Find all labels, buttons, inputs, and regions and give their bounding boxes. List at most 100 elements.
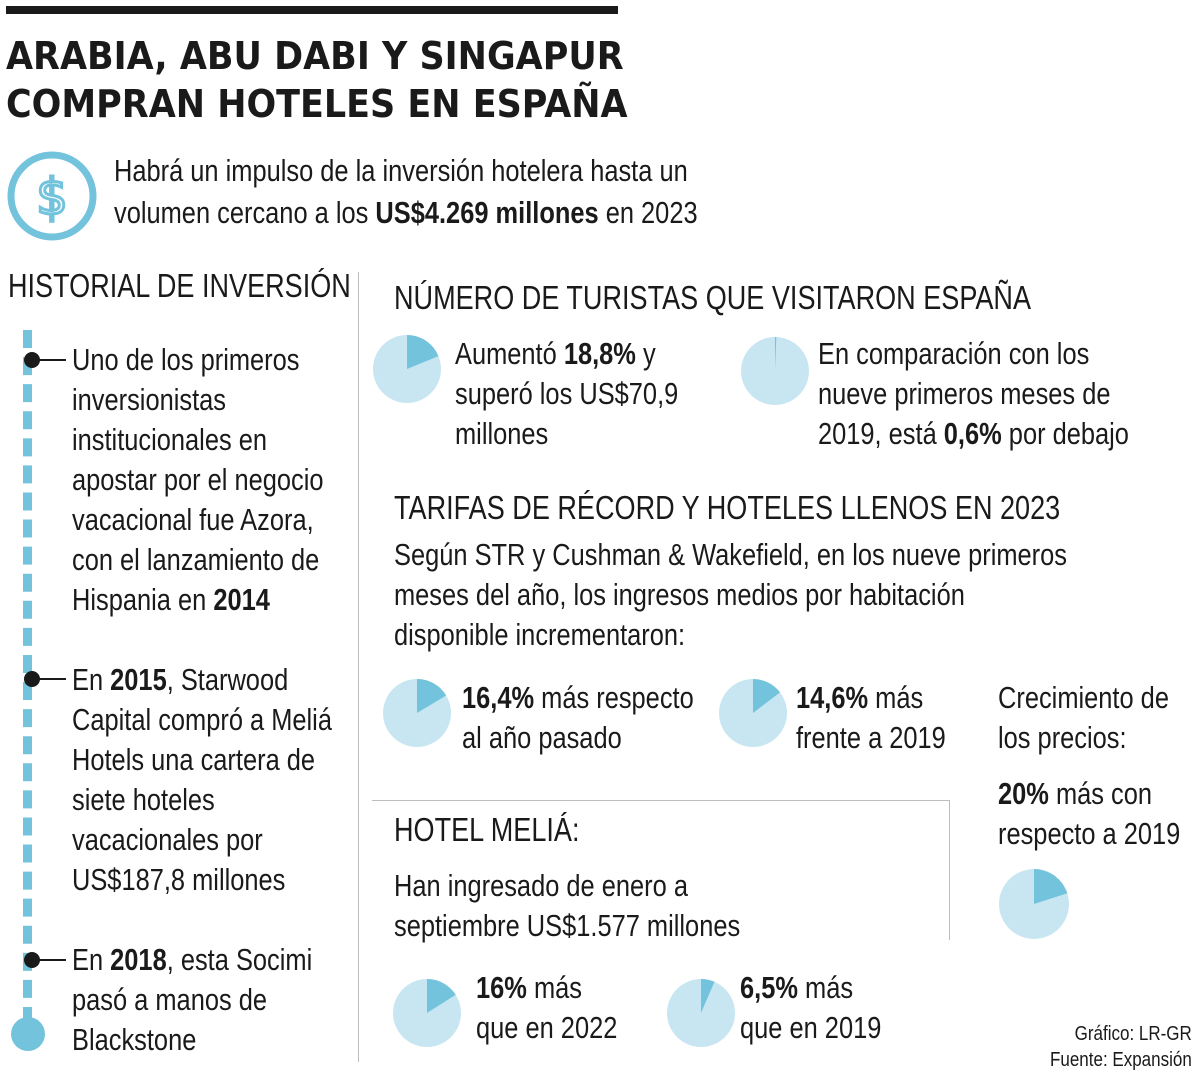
text-line: 16,4% más respecto (462, 678, 694, 718)
timeline-connector (36, 959, 66, 961)
history-line: En 2018, esta Socimi (72, 940, 312, 980)
rates-description: Según STR y Cushman & Wakefield, en los … (394, 535, 1067, 655)
rates-header: TARIFAS DE RÉCORD Y HOTELES LLENOS EN 20… (394, 489, 1061, 526)
history-header: HISTORIAL DE INVERSIÓN (8, 267, 351, 304)
intro-line-1: Habrá un impulso de la inversión hoteler… (114, 153, 688, 188)
history-text-part: Hispania en (72, 582, 214, 617)
timeline-marker (24, 671, 40, 687)
history-line: institucionales en (72, 422, 268, 457)
text-part: más (868, 680, 924, 715)
text-line: En comparación con los (818, 336, 1090, 371)
history-line: Hotels una cartera de (72, 742, 316, 777)
history-line: inversionistas (72, 382, 227, 417)
melia-description: Han ingresado de enero a septiembre US$1… (394, 866, 740, 946)
percent-value: 6,5% (740, 970, 798, 1005)
pie-price-growth (998, 868, 1070, 940)
history-year: 2018 (110, 942, 167, 977)
pie-slice-value (407, 335, 439, 369)
pie-slice-value (417, 679, 447, 713)
price-growth-text: Crecimiento de los precios: 20% más con … (998, 678, 1180, 854)
history-line: vacacionales por (72, 822, 263, 857)
text-line: que en 2022 (476, 1010, 618, 1045)
timeline-marker (24, 952, 40, 968)
intro-text-part: volumen cercano a los (114, 195, 376, 230)
text-line: que en 2019 (740, 1010, 882, 1045)
history-text-part: En (72, 942, 111, 977)
graphic-credit: Gráfico: LR-GR (1074, 1023, 1192, 1045)
history-item-2014: Uno de los primeros inversionistas insti… (72, 340, 324, 620)
intro-line-2: volumen cercano a los US$4.269 millones … (114, 192, 698, 234)
text-line: 14,6% más (796, 678, 946, 718)
text-line: frente a 2019 (796, 720, 946, 755)
pie-tourists-increase (372, 334, 442, 404)
tourists-header: NÚMERO DE TURISTAS QUE VISITARON ESPAÑA (394, 279, 1032, 316)
rates-year-text: 16,4% más respecto al año pasado (462, 678, 694, 758)
timeline-end-dot (11, 1017, 45, 1051)
text-line: 20% más con (998, 774, 1180, 814)
pie-slice-value (427, 979, 456, 1013)
text-part: más (526, 970, 582, 1005)
pie-slice-value (753, 679, 780, 713)
percent-value: 14,6% (796, 680, 869, 715)
text-line: los precios: (998, 720, 1127, 755)
text-part: más (797, 970, 854, 1005)
history-line: En 2015, Starwood (72, 660, 332, 700)
history-line: Capital compró a Meliá (72, 702, 332, 737)
history-item-2015: En 2015, Starwood Capital compró a Meliá… (72, 660, 332, 900)
text-line: 2019, está 0,6% por debajo (818, 414, 1129, 454)
history-line: Blackstone (72, 1022, 197, 1057)
timeline-marker (24, 352, 40, 368)
history-text-part: , esta Socimi (166, 942, 313, 977)
history-year: 2015 (110, 662, 167, 697)
history-line: US$187,8 millones (72, 862, 286, 897)
text-line: nueve primeros meses de (818, 376, 1111, 411)
text-part: 2019, está (818, 416, 944, 451)
history-line: Uno de los primeros (72, 342, 300, 377)
spacer (998, 758, 1180, 774)
text-line: septiembre US$1.577 millones (394, 908, 741, 943)
history-text-part: , Starwood (166, 662, 289, 697)
intro-text: Habrá un impulso de la inversión hoteler… (114, 150, 698, 234)
text-line: millones (455, 416, 549, 451)
history-line: vacacional fue Azora, (72, 502, 314, 537)
text-line: superó los US$70,9 (455, 376, 679, 411)
pie-slice-value (775, 337, 777, 371)
text-line: Crecimiento de (998, 680, 1169, 715)
history-line: siete hoteles (72, 782, 215, 817)
column-divider (358, 272, 359, 1062)
title-line-1: ARABIA, ABU DABI Y SINGAPUR (6, 34, 624, 78)
text-line: meses del año, los ingresos medios por h… (394, 577, 965, 612)
pie-rates-year (382, 678, 452, 748)
tourists-below-text: En comparación con los nueve primeros me… (818, 334, 1129, 454)
timeline-connector (36, 359, 66, 361)
history-line: apostar por el negocio (72, 462, 324, 497)
melia-2019-text: 6,5% más que en 2019 (740, 968, 881, 1048)
intro-amount: US$4.269 millones (375, 195, 599, 230)
text-part: por debajo (1001, 416, 1129, 451)
history-item-2018: En 2018, esta Socimi pasó a manos de Bla… (72, 940, 312, 1060)
history-year: 2014 (213, 582, 270, 617)
percent-value: 0,6% (943, 416, 1002, 451)
melia-box-top (372, 800, 950, 801)
melia-2022-text: 16% más que en 2022 (476, 968, 617, 1048)
text-part: y (635, 336, 656, 371)
text-line: al año pasado (462, 720, 622, 755)
dollar-circle-icon: $ (6, 150, 98, 242)
text-part: más con (1048, 776, 1153, 811)
text-line: Han ingresado de enero a (394, 868, 688, 903)
title-line-2: COMPRAN HOTELES EN ESPAÑA (6, 82, 628, 126)
history-text-part: En (72, 662, 111, 697)
pie-slice-value (1034, 869, 1068, 904)
timeline-connector (36, 678, 66, 680)
text-line: Aumentó 18,8% y (455, 334, 678, 374)
text-part: Aumentó (455, 336, 564, 371)
text-line: Según STR y Cushman & Wakefield, en los … (394, 537, 1068, 572)
percent-value: 18,8% (563, 336, 636, 371)
intro-text-part: en 2023 (598, 195, 698, 230)
rates-2019-text: 14,6% más frente a 2019 (796, 678, 946, 758)
text-line: 16% más (476, 968, 617, 1008)
percent-value: 20% (998, 776, 1049, 811)
text-line: 6,5% más (740, 968, 881, 1008)
pie-slice-value (701, 979, 715, 1013)
page-title: ARABIA, ABU DABI Y SINGAPUR COMPRAN HOTE… (6, 32, 628, 128)
